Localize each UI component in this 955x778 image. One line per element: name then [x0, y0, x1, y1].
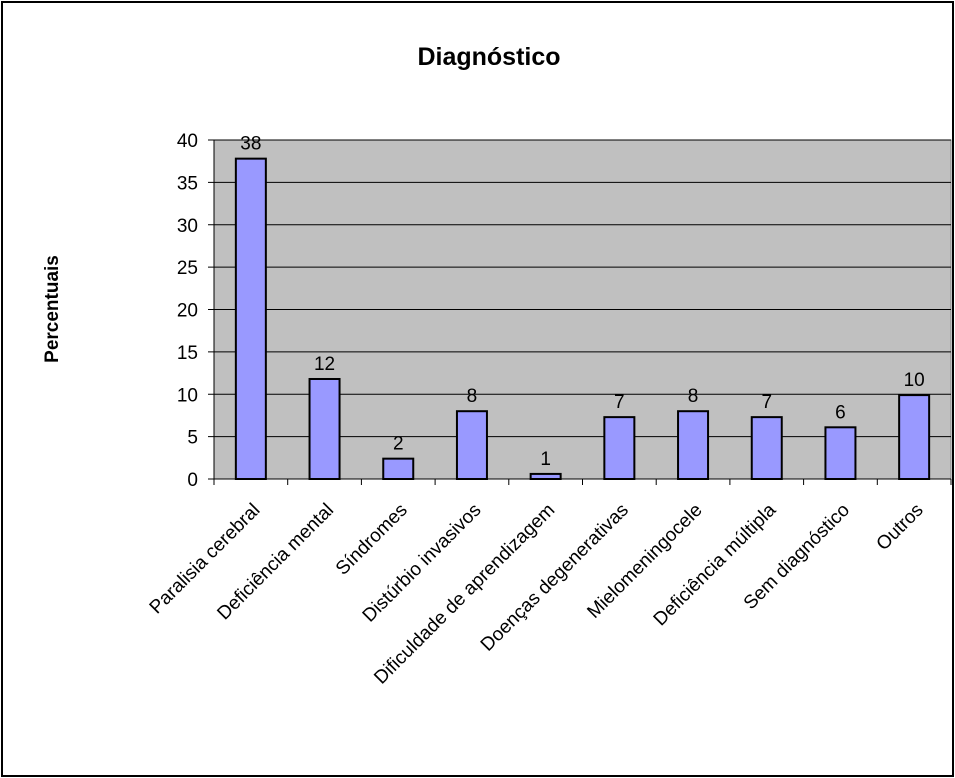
bar: [234, 157, 267, 481]
y-tick-label: 30: [177, 216, 198, 237]
y-axis-label: Percentuais: [42, 255, 63, 363]
y-tick-label: 35: [177, 173, 198, 194]
chart-title: Diagnóstico: [417, 43, 560, 71]
bar: [898, 394, 931, 480]
y-tick-label: 10: [177, 385, 198, 406]
bar: [677, 410, 710, 481]
data-label: 8: [688, 386, 699, 407]
bar: [750, 416, 783, 481]
bar: [824, 426, 857, 480]
data-label: 7: [761, 392, 772, 413]
data-label: 6: [835, 402, 846, 423]
y-tick-label: 20: [177, 301, 198, 322]
data-label: 38: [240, 134, 261, 155]
data-label: 2: [393, 434, 404, 455]
bars: [234, 157, 931, 481]
bar: [455, 410, 488, 481]
data-label: 10: [904, 370, 925, 391]
data-label: 8: [467, 386, 478, 407]
y-tick-label: 5: [187, 428, 198, 449]
y-tick-label: 40: [177, 131, 198, 152]
y-tick-label: 0: [187, 470, 198, 491]
y-tick-labels: 0 5 10 15 20 25 30 35 40: [177, 131, 198, 491]
bar: [529, 472, 562, 481]
data-label: 7: [614, 392, 625, 413]
data-labels: 38 12 2 8 1 7 8 7 6 10: [240, 134, 924, 470]
y-tick-label: 15: [177, 343, 198, 364]
y-tick-label: 25: [177, 258, 198, 279]
bar: [308, 377, 341, 480]
axes: [208, 139, 952, 485]
bar: [603, 416, 636, 481]
data-label: 1: [540, 449, 551, 470]
data-label: 12: [314, 354, 335, 375]
bar: [382, 457, 415, 481]
